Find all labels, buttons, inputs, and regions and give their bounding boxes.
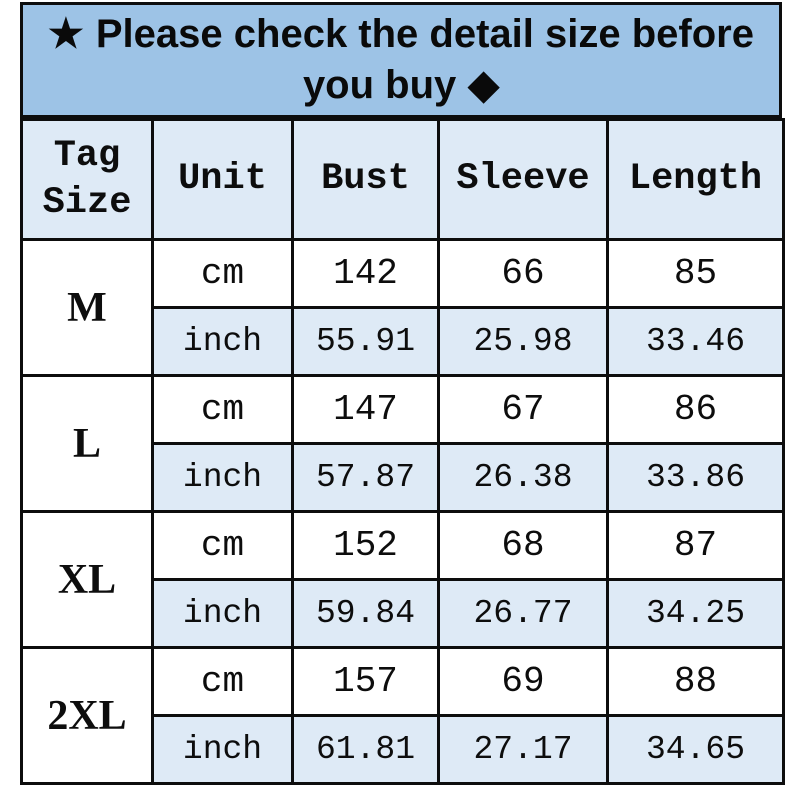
bust-value: 152 xyxy=(291,510,440,581)
sleeve-value: 26.38 xyxy=(437,442,609,513)
sleeve-value: 26.77 xyxy=(437,578,609,649)
table-row-2xl-cm: 2XL cm 157 69 88 xyxy=(20,646,785,785)
star-icon: ★ xyxy=(48,12,84,56)
bust-value: 55.91 xyxy=(291,306,440,377)
sleeve-value: 69 xyxy=(437,646,609,717)
length-value: 86 xyxy=(606,374,785,445)
banner-text-line2: you buy xyxy=(302,63,457,107)
length-value: 88 xyxy=(606,646,785,717)
table-row-m-cm: M cm 142 66 85 xyxy=(20,238,785,377)
sleeve-value: 66 xyxy=(437,238,609,309)
unit-cell: inch xyxy=(151,442,294,513)
bust-value: 61.81 xyxy=(291,714,440,785)
unit-cell: cm xyxy=(151,510,294,581)
header-tag-size: Tag Size xyxy=(20,118,154,241)
length-value: 33.86 xyxy=(606,442,785,513)
length-value: 33.46 xyxy=(606,306,785,377)
bust-value: 147 xyxy=(291,374,440,445)
unit-cell: cm xyxy=(151,646,294,717)
header-length: Length xyxy=(606,118,785,241)
unit-cell: cm xyxy=(151,374,294,445)
header-bust: Bust xyxy=(291,118,440,241)
table-row-m-inch: inch 55.91 25.98 33.46 xyxy=(22,306,785,377)
banner-line-2: you buy ◆ xyxy=(303,60,499,111)
size-label-m: M xyxy=(20,238,154,377)
bust-value: 142 xyxy=(291,238,440,309)
length-value: 34.65 xyxy=(606,714,785,785)
header-sleeve: Sleeve xyxy=(437,118,609,241)
size-label-xl: XL xyxy=(20,510,154,649)
table-row-xl-inch: inch 59.84 26.77 34.25 xyxy=(22,578,785,649)
sleeve-value: 68 xyxy=(437,510,609,581)
bust-value: 59.84 xyxy=(291,578,440,649)
unit-cell: inch xyxy=(151,306,294,377)
bust-value: 57.87 xyxy=(291,442,440,513)
table-row-xl-cm: XL cm 152 68 87 xyxy=(20,510,785,649)
length-value: 87 xyxy=(606,510,785,581)
diamond-icon: ◆ xyxy=(468,63,500,107)
sleeve-value: 67 xyxy=(437,374,609,445)
size-warning-banner: ★ Please check the detail size before yo… xyxy=(20,2,782,118)
sleeve-value: 27.17 xyxy=(437,714,609,785)
table-row-l-cm: L cm 147 67 86 xyxy=(20,374,785,513)
header-row: Tag Size Unit Bust Sleeve Length xyxy=(20,118,785,241)
length-value: 85 xyxy=(606,238,785,309)
size-label-l: L xyxy=(20,374,154,513)
banner-text-line1: Please check the detail size before xyxy=(95,12,754,56)
size-chart-table: Tag Size Unit Bust Sleeve Length M cm 14… xyxy=(20,118,785,785)
banner-line-1: ★ Please check the detail size before xyxy=(48,9,754,60)
size-label-2xl: 2XL xyxy=(20,646,154,785)
table-row-2xl-inch: inch 61.81 27.17 34.65 xyxy=(22,714,785,785)
header-unit: Unit xyxy=(151,118,294,241)
length-value: 34.25 xyxy=(606,578,785,649)
unit-cell: inch xyxy=(151,578,294,649)
sleeve-value: 25.98 xyxy=(437,306,609,377)
bust-value: 157 xyxy=(291,646,440,717)
unit-cell: cm xyxy=(151,238,294,309)
table-row-l-inch: inch 57.87 26.38 33.86 xyxy=(22,442,785,513)
unit-cell: inch xyxy=(151,714,294,785)
